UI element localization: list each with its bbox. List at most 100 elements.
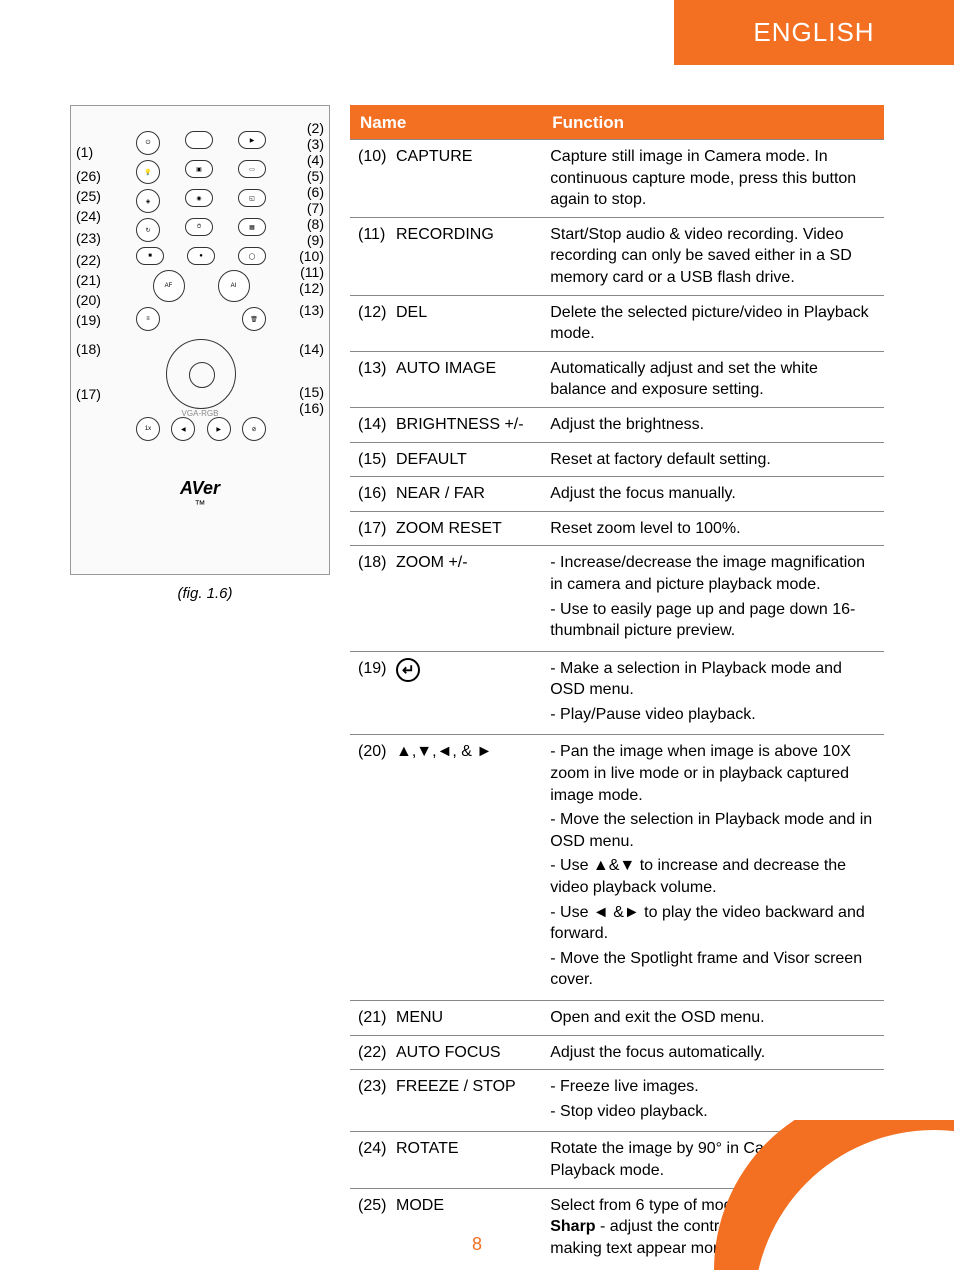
dpad <box>166 339 236 409</box>
callout-20: (20) <box>76 292 101 308</box>
mode-btn: ◈ <box>136 189 160 213</box>
split-btn: ▣ <box>185 160 213 178</box>
row-name: RECORDING <box>396 224 534 246</box>
function-text: Reset zoom level to 100%. <box>550 518 876 540</box>
name-cell: (24)ROTATE <box>350 1132 542 1188</box>
remote-body: ⏻▶ 💡▣▭ ◈◉◱ ↻⏱▦ ■●◯ AFAI ≡🗑 1x◀▶⊘ <box>136 131 266 431</box>
row-number: (22) <box>358 1042 396 1064</box>
row-name: CAPTURE <box>396 146 534 168</box>
function-text: Adjust the focus manually. <box>550 483 876 505</box>
function-cell: Reset zoom level to 100%. <box>542 511 884 546</box>
function-text: Open and exit the OSD menu. <box>550 1007 876 1029</box>
table-row: (20)▲,▼,◄, & ► Pan the image when image i… <box>350 735 884 1001</box>
content-area: (1) (26) (25) (24) (23) (22) (21) (20) (… <box>0 0 954 1265</box>
callout-18: (18) <box>76 341 101 357</box>
camera-btn <box>185 131 213 149</box>
callout-21: (21) <box>76 272 101 288</box>
name-cell: (19) <box>350 651 542 735</box>
callout-15: (15) <box>299 384 324 400</box>
callout-3: (3) <box>307 136 324 152</box>
row-number: (18) <box>358 552 396 574</box>
function-cell: Adjust the focus automatically. <box>542 1035 884 1070</box>
menu-btn: ≡ <box>136 307 160 331</box>
row-name: ZOOM +/- <box>396 552 534 574</box>
row-number: (13) <box>358 358 396 380</box>
function-list-item: Move the selection in Playback mode and … <box>550 809 876 852</box>
lamp-btn: 💡 <box>136 160 160 184</box>
callout-11: (11) <box>300 264 324 280</box>
callout-2: (2) <box>307 120 324 136</box>
function-table: Name Function (10)CAPTURECapture still i… <box>350 105 884 1265</box>
row-name: MENU <box>396 1007 534 1029</box>
name-cell: (12)DEL <box>350 295 542 351</box>
callout-1: (1) <box>76 144 93 160</box>
recording-btn: ● <box>187 247 215 265</box>
row-number: (23) <box>358 1076 396 1098</box>
figure-caption: (fig. 1.6) <box>70 585 340 602</box>
function-text: Reset at factory default setting. <box>550 449 876 471</box>
row-name: ▲,▼,◄, & ► <box>396 741 534 763</box>
row-number: (11) <box>358 224 396 246</box>
function-cell: Adjust the focus manually. <box>542 477 884 512</box>
name-cell: (21)MENU <box>350 1001 542 1036</box>
remote-diagram: (1) (26) (25) (24) (23) (22) (21) (20) (… <box>70 105 330 575</box>
row-name: FREEZE / STOP <box>396 1076 534 1098</box>
function-cell: Start/Stop audio & video recording. Vide… <box>542 217 884 295</box>
function-text: Start/Stop audio & video recording. Vide… <box>550 224 876 289</box>
col-name: Name <box>350 106 542 140</box>
row-number: (16) <box>358 483 396 505</box>
function-cell: Adjust the brightness. <box>542 407 884 442</box>
function-cell: Pan the image when image is above 10X zo… <box>542 735 884 1001</box>
function-list-item: Play/Pause video playback. <box>550 704 876 726</box>
del-btn: 🗑 <box>242 307 266 331</box>
table-row: (22)AUTO FOCUSAdjust the focus automatic… <box>350 1035 884 1070</box>
row-name: DEL <box>396 302 534 324</box>
row-number: (14) <box>358 414 396 436</box>
capture-btn: ◯ <box>238 247 266 265</box>
table-row: (17)ZOOM RESET Reset zoom level to 100%. <box>350 511 884 546</box>
aver-logo: AVer <box>71 478 329 499</box>
row-name: ROTATE <box>396 1138 534 1160</box>
name-cell: (18)ZOOM +/- <box>350 546 542 651</box>
name-cell: (15)DEFAULT <box>350 442 542 477</box>
callout-19: (19) <box>76 312 101 328</box>
function-text: Automatically adjust and set the white b… <box>550 358 876 401</box>
callout-26: (26) <box>76 168 101 184</box>
table-row: (15)DEFAULT Reset at factory default sett… <box>350 442 884 477</box>
row-number: (21) <box>358 1007 396 1029</box>
col-function: Function <box>542 106 884 140</box>
timer-btn: ⏱ <box>185 218 213 236</box>
row-name: NEAR / FAR <box>396 483 534 505</box>
function-list-item: Increase/decrease the image magnificatio… <box>550 552 876 595</box>
callout-25: (25) <box>76 188 101 204</box>
table-row: (18)ZOOM +/-Increase/decrease the image … <box>350 546 884 651</box>
callout-12: (12) <box>299 280 324 296</box>
pip-btn: ◱ <box>238 189 266 207</box>
name-cell: (14)BRIGHTNESS +/- <box>350 407 542 442</box>
row-number: (15) <box>358 449 396 471</box>
callout-7: (7) <box>307 200 324 216</box>
callout-8: (8) <box>307 216 324 232</box>
function-list-item: Use ▲&▼ to increase and decrease the vid… <box>550 855 876 898</box>
function-list-item: Pan the image when image is above 10X zo… <box>550 741 876 806</box>
row-number: (19) <box>358 658 396 680</box>
table-row: (11)RECORDING Start/Stop audio & video re… <box>350 217 884 295</box>
name-cell: (17)ZOOM RESET <box>350 511 542 546</box>
header-bar: ENGLISH <box>674 0 954 65</box>
table-row: (16)NEAR / FAR Adjust the focus manually. <box>350 477 884 512</box>
function-cell: Reset at factory default setting. <box>542 442 884 477</box>
row-number: (20) <box>358 741 396 763</box>
function-list-item: Use ◄ &► to play the video backward and … <box>550 902 876 945</box>
row-number: (24) <box>358 1138 396 1160</box>
callout-10: (10) <box>299 248 324 264</box>
function-text: Adjust the focus automatically. <box>550 1042 876 1064</box>
table-row: (21)MENU Open and exit the OSD menu. <box>350 1001 884 1036</box>
function-list-item: Make a selection in Playback mode and OS… <box>550 658 876 701</box>
function-table-column: Name Function (10)CAPTURECapture still i… <box>350 105 884 1265</box>
callout-4: (4) <box>307 152 324 168</box>
function-list-item: Freeze live images. <box>550 1076 876 1098</box>
callout-22: (22) <box>76 252 101 268</box>
freeze-btn: ■ <box>136 247 164 265</box>
callout-9: (9) <box>307 232 324 248</box>
callout-13: (13) <box>299 302 324 318</box>
